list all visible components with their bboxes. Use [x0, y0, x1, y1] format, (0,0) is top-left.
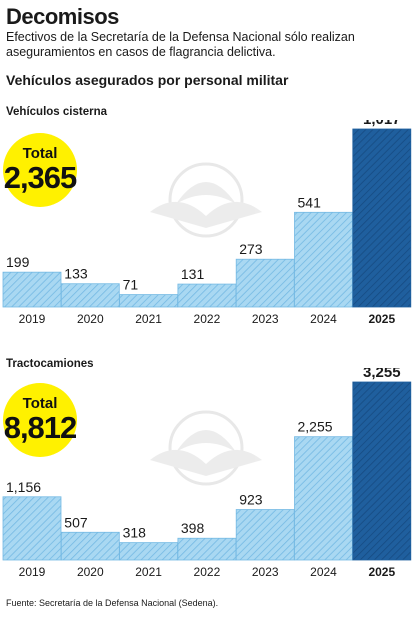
bar-2025: [352, 128, 412, 308]
bar-value-label: 2,255: [298, 419, 333, 435]
chart-2-title: Tractocamiones: [6, 358, 94, 370]
year-label: 2020: [77, 565, 104, 579]
year-label: 2022: [194, 565, 221, 579]
year-label: 2023: [252, 565, 279, 579]
bar-value-label: 199: [6, 254, 30, 270]
tractor-chart: 1,156 2019 507 2020 318 2021 398 2022 923 2023 2,2…: [2, 368, 412, 579]
tanker-chart: 199 2019 133 2020 71 2021 131 2022 273 2023 541 202…: [2, 120, 412, 326]
year-label: 2025: [368, 312, 395, 326]
chart-1-title: Vehículos cisterna: [6, 106, 107, 118]
year-label: 2021: [135, 565, 162, 579]
bar-2023: [235, 509, 295, 561]
section-heading: Vehículos asegurados por personal milita…: [6, 72, 289, 88]
bar-2025: [352, 381, 412, 561]
year-label: 2021: [135, 312, 162, 326]
bar-2022: [177, 537, 237, 561]
total-value: 8,812: [4, 410, 77, 445]
emblem-watermark: [150, 162, 262, 238]
bar-2024: [294, 211, 353, 308]
total-value: 2,365: [4, 160, 77, 195]
bar-value-label: 131: [181, 266, 205, 282]
total-label: Total: [23, 395, 58, 412]
year-label: 2019: [19, 312, 46, 326]
year-label: 2019: [19, 565, 46, 579]
page-title: Decomisos: [6, 4, 119, 29]
total-badge: [3, 383, 77, 457]
bar-value-label: 398: [181, 520, 205, 536]
bar-2020: [60, 283, 120, 308]
emblem-watermark: [150, 410, 262, 486]
total-badge: [3, 133, 77, 207]
bar-value-label: 923: [239, 492, 263, 508]
bar-2023: [235, 258, 295, 308]
year-label: 2024: [310, 312, 337, 326]
bar-value-label: 1,156: [6, 479, 41, 495]
year-label: 2025: [368, 565, 395, 579]
source-note: Fuente: Secretaría de la Defensa Naciona…: [6, 598, 219, 608]
bar-value-label: 507: [64, 514, 88, 530]
bar-value-label: 71: [123, 277, 139, 293]
bar-2024: [294, 436, 353, 561]
bar-value-label: 133: [64, 266, 88, 282]
year-label: 2020: [77, 312, 104, 326]
year-label: 2024: [310, 565, 337, 579]
bar-value-label: 541: [298, 194, 322, 210]
bar-2019: [2, 271, 62, 308]
bar-2021: [119, 542, 178, 561]
bar-value-label: 3,255: [363, 368, 401, 381]
bar-value-label: 1,017: [363, 120, 401, 128]
bar-value-label: 318: [123, 525, 147, 541]
bar-2022: [177, 283, 237, 308]
year-label: 2022: [194, 312, 221, 326]
bar-2020: [60, 531, 120, 561]
bar-2019: [2, 496, 62, 561]
total-label: Total: [23, 145, 58, 162]
year-label: 2023: [252, 312, 279, 326]
bar-2021: [119, 294, 178, 308]
page-subtitle: Efectivos de la Secretaría de la Defensa…: [6, 30, 355, 59]
bar-value-label: 273: [239, 241, 263, 257]
